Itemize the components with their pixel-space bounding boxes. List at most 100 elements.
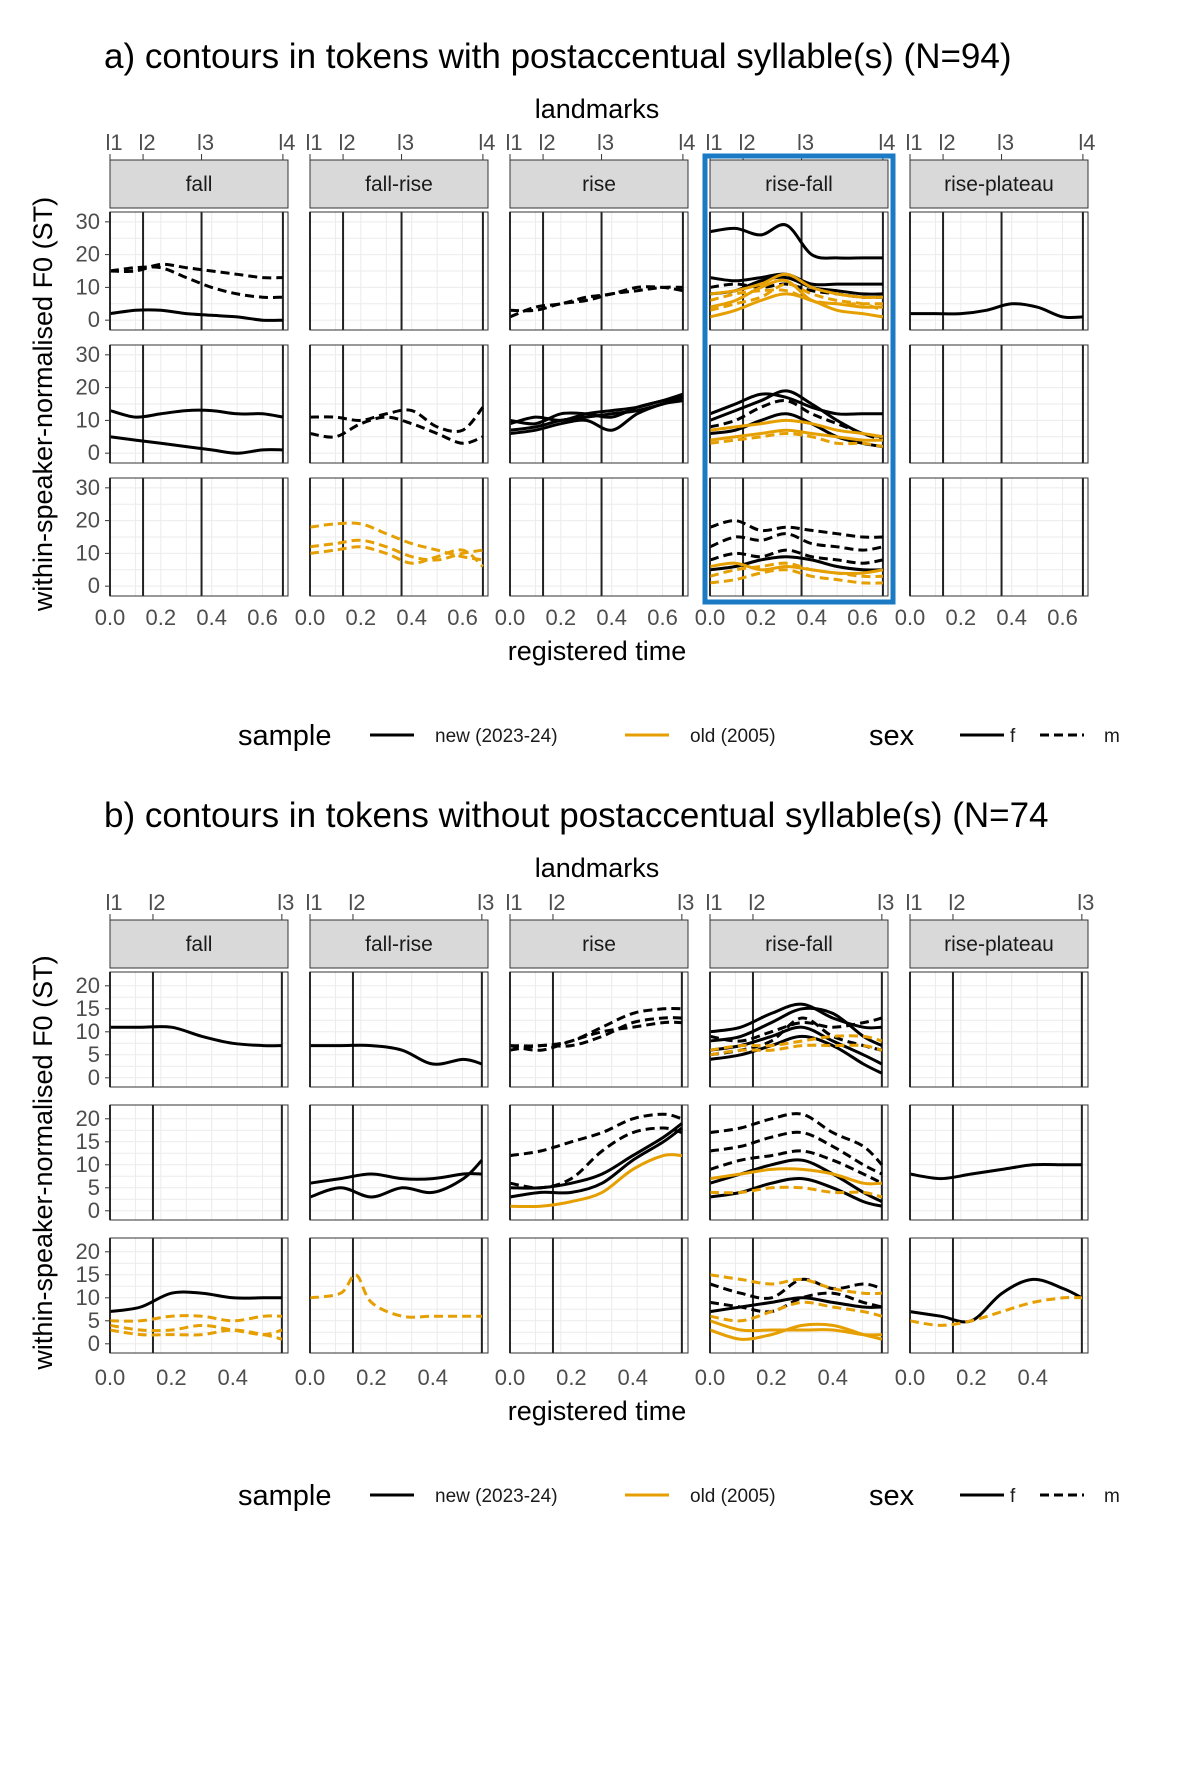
x-tick-label: 0.4 — [996, 605, 1027, 630]
panel-border — [709, 1237, 889, 1354]
panel-column-rise-fall: rise-fall l1 l2 l3 l4 0.0 0.2 0.4 0.6 — [695, 130, 896, 630]
panel-rise-row-2 — [509, 344, 689, 464]
contour-line — [709, 278, 883, 309]
y-tick-label: 5 — [88, 1042, 100, 1067]
y-tick-label: 10 — [76, 1019, 100, 1044]
panel-column-rise: rise l1 l2 l3 0.0 0.2 0.4 — [495, 890, 695, 1390]
panel-border — [509, 477, 689, 597]
facet-strip — [709, 919, 889, 969]
contour-line — [109, 435, 283, 455]
landmark-tick-label: l3 — [997, 130, 1014, 155]
contour-line — [509, 285, 683, 313]
panel-border — [509, 971, 689, 1088]
panel-column-rise-plateau: rise-plateau l1 l2 l3 0.0 0.2 0.4 — [895, 890, 1095, 1390]
panel-fall-rise-row-3 — [309, 477, 489, 597]
panel-rise-plateau-row-3 — [909, 477, 1089, 597]
panel-border — [909, 211, 1089, 331]
landmark-tick-label: l3 — [597, 130, 614, 155]
contour-line — [709, 1167, 882, 1186]
contour-line — [910, 302, 1083, 320]
landmark-tick-label: l3 — [797, 130, 814, 155]
landmark-tick-label: l2 — [538, 130, 555, 155]
y-tick-label: 10 — [76, 407, 100, 432]
panel-fall-rise-row-1 — [309, 211, 489, 331]
contour-line — [709, 1273, 882, 1296]
chart-title: a) contours in tokens with postaccentual… — [104, 37, 1012, 76]
panel-column-fall-rise: fall-rise l1 l2 l3 0.0 0.2 0.4 — [295, 890, 495, 1390]
landmark-tick-label: l2 — [738, 130, 755, 155]
legend-sample-title: sample — [238, 1480, 332, 1512]
chart-title: b) contours in tokens without postaccent… — [104, 796, 1049, 835]
x-tick-label: 0.2 — [156, 1365, 187, 1390]
panel-border — [309, 971, 489, 1088]
y-tick-label: 30 — [76, 475, 100, 500]
contour-line — [109, 1323, 283, 1337]
landmark-tick-label: l3 — [397, 130, 414, 155]
x-tick-label: 0.4 — [796, 605, 827, 630]
landmark-tick-label: l1 — [905, 890, 922, 915]
facet-strip-label: rise-fall — [765, 173, 833, 196]
facet-strip — [909, 159, 1089, 209]
panel-rise-row-2 — [509, 1104, 689, 1221]
panel-fall-rise-row-2 — [309, 1104, 489, 1221]
facet-strip — [709, 159, 889, 209]
legend-sex-label: f — [1010, 726, 1016, 747]
panel-border — [909, 1237, 1089, 1354]
landmark-tick-label: l1 — [905, 130, 922, 155]
contour-line — [709, 555, 883, 572]
contour-line — [709, 1034, 883, 1052]
contour-line — [309, 545, 484, 568]
landmark-tick-label: l2 — [148, 890, 165, 915]
contour-line — [109, 1025, 282, 1048]
panel-rise-fall-row-3 — [709, 477, 889, 597]
landmark-tick-label: l4 — [478, 130, 495, 155]
panel-rise-row-1 — [509, 971, 689, 1088]
landmark-tick-label: l3 — [1077, 890, 1094, 915]
panel-border — [309, 1104, 489, 1221]
y-tick-label: 0 — [88, 573, 100, 598]
x-tick-label: 0.2 — [556, 1365, 587, 1390]
contour-line — [709, 1300, 883, 1323]
legend: sample new (2023-24) old (2005) sex f m — [238, 720, 1120, 752]
landmark-tick-label: l4 — [278, 130, 295, 155]
legend-sample-label: new (2023-24) — [435, 726, 558, 747]
panel-rise-row-1 — [509, 211, 689, 331]
contour-line — [709, 1034, 883, 1075]
panel-border — [909, 477, 1089, 597]
contour-line — [709, 1185, 883, 1199]
contour-line — [309, 1273, 482, 1319]
contour-line — [709, 532, 884, 552]
panel-rise-row-3 — [509, 477, 689, 597]
facet-strip-label: rise — [582, 173, 616, 196]
contour-line — [509, 285, 684, 319]
y-tick-label: 10 — [76, 540, 100, 565]
landmark-tick-label: l1 — [105, 130, 122, 155]
facet-strip-label: rise-plateau — [944, 933, 1054, 956]
x-tick-label: 0.2 — [546, 605, 577, 630]
landmark-tick-label: l3 — [477, 890, 494, 915]
x-tick-label: 0.4 — [1017, 1365, 1048, 1390]
contour-line — [309, 538, 484, 562]
contour-line — [709, 1002, 882, 1034]
y-tick-label: 0 — [88, 440, 100, 465]
x-tick-label: 0.4 — [417, 1365, 448, 1390]
legend-sex-label: f — [1010, 1486, 1016, 1507]
y-tick-label: 0 — [88, 307, 100, 332]
y-tick-label: 15 — [76, 1129, 100, 1154]
facet-strip — [509, 159, 689, 209]
legend-sex-label: m — [1104, 726, 1120, 747]
panel-rise-plateau-row-2 — [909, 1104, 1089, 1221]
legend-sex-title: sex — [869, 1480, 915, 1512]
panel-rise-fall-row-1 — [709, 971, 889, 1088]
x-tick-label: 0.2 — [956, 1365, 987, 1390]
contour-line — [709, 392, 883, 416]
panel-border — [309, 1237, 489, 1354]
y-axis-title: within-speaker-normalised F0 (ST) — [28, 197, 58, 612]
panel-rise-plateau-row-1 — [909, 211, 1089, 331]
x-tick-label: 0.4 — [217, 1365, 248, 1390]
legend-sample-label: new (2023-24) — [435, 1486, 558, 1507]
x-tick-label: 0.0 — [895, 1365, 926, 1390]
panel-fall-row-3: 0 10 20 30 — [76, 475, 289, 598]
